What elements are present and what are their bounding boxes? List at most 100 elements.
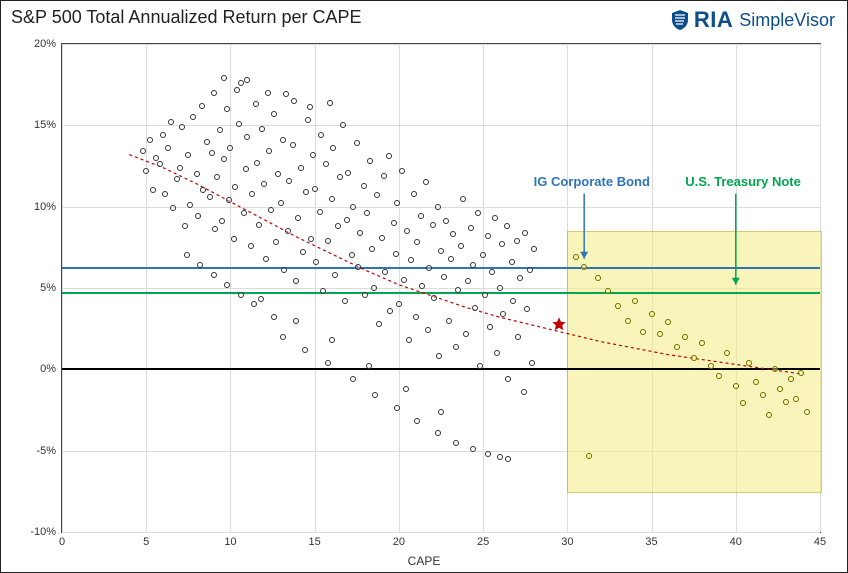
data-point <box>187 202 193 208</box>
grid-line-h <box>62 288 820 289</box>
data-point <box>458 243 464 249</box>
data-point <box>430 222 436 228</box>
data-point <box>527 267 533 273</box>
data-point <box>431 295 437 301</box>
data-point <box>674 344 680 350</box>
data-point <box>150 187 156 193</box>
data-point <box>271 111 277 117</box>
x-tick-label: 30 <box>561 532 573 548</box>
data-point <box>300 249 306 255</box>
data-point <box>426 265 432 271</box>
data-point <box>308 236 314 242</box>
x-tick-label: 45 <box>814 532 826 548</box>
chart-title: S&P 500 Total Annualized Return per CAPE <box>11 7 362 28</box>
data-point <box>514 238 520 244</box>
grid-line-h <box>62 451 820 452</box>
data-point <box>372 392 378 398</box>
data-point <box>788 376 794 382</box>
x-tick-label: 5 <box>143 532 149 548</box>
data-point <box>517 275 523 281</box>
data-point <box>209 150 215 156</box>
data-point <box>376 321 382 327</box>
data-point <box>195 213 201 219</box>
data-point <box>153 155 159 161</box>
data-point <box>330 145 336 151</box>
data-point <box>463 331 469 337</box>
data-point <box>261 181 267 187</box>
data-point <box>699 340 705 346</box>
data-point <box>238 292 244 298</box>
data-point <box>285 228 291 234</box>
data-point <box>157 161 163 167</box>
data-point <box>522 230 528 236</box>
data-point <box>408 257 414 263</box>
data-point <box>271 314 277 320</box>
data-point <box>268 207 274 213</box>
data-point <box>414 239 420 245</box>
data-point <box>204 139 210 145</box>
data-point <box>435 204 441 210</box>
data-point <box>406 337 412 343</box>
data-point <box>140 148 146 154</box>
x-tick-label: 15 <box>309 532 321 548</box>
data-point <box>329 196 335 202</box>
data-point <box>760 392 766 398</box>
data-point <box>214 174 220 180</box>
data-point <box>232 184 238 190</box>
data-point <box>221 75 227 81</box>
data-point <box>325 360 331 366</box>
data-point <box>455 287 461 293</box>
data-point <box>682 334 688 340</box>
data-point <box>349 252 355 258</box>
data-point <box>740 400 746 406</box>
data-point <box>342 298 348 304</box>
data-point <box>374 192 380 198</box>
data-point <box>280 137 286 143</box>
data-point <box>625 318 631 324</box>
data-point <box>266 148 272 154</box>
data-point <box>632 298 638 304</box>
data-point <box>413 314 419 320</box>
data-point <box>753 379 759 385</box>
data-point <box>640 329 646 335</box>
data-point <box>307 104 313 110</box>
data-point <box>657 331 663 337</box>
data-point <box>224 282 230 288</box>
data-point <box>485 451 491 457</box>
data-point <box>211 90 217 96</box>
data-point <box>485 233 491 239</box>
logo-block: RIA SimpleVisor <box>670 7 835 33</box>
data-point <box>337 174 343 180</box>
data-point <box>441 274 447 280</box>
data-point <box>329 337 335 343</box>
data-point <box>399 168 405 174</box>
data-point <box>510 298 516 304</box>
data-point <box>497 285 503 291</box>
x-tick-label: 20 <box>393 532 405 548</box>
data-point <box>168 119 174 125</box>
data-point <box>280 334 286 340</box>
data-point <box>273 239 279 245</box>
data-point <box>221 156 227 162</box>
y-tick-label: -5% <box>36 445 62 457</box>
data-point <box>494 350 500 356</box>
reference-line <box>62 267 820 269</box>
data-point <box>291 98 297 104</box>
data-point <box>423 179 429 185</box>
data-point <box>515 334 521 340</box>
data-point <box>212 226 218 232</box>
data-point <box>207 194 213 200</box>
data-point <box>605 288 611 294</box>
data-point <box>581 264 587 270</box>
data-point <box>165 145 171 151</box>
data-point <box>241 210 247 216</box>
data-point <box>665 319 671 325</box>
data-point <box>446 318 452 324</box>
data-point <box>340 122 346 128</box>
ria-text: RIA <box>694 7 733 33</box>
reference-line <box>62 292 820 294</box>
data-point <box>492 215 498 221</box>
data-point <box>595 275 601 281</box>
data-point <box>379 235 385 241</box>
data-point <box>468 225 474 231</box>
